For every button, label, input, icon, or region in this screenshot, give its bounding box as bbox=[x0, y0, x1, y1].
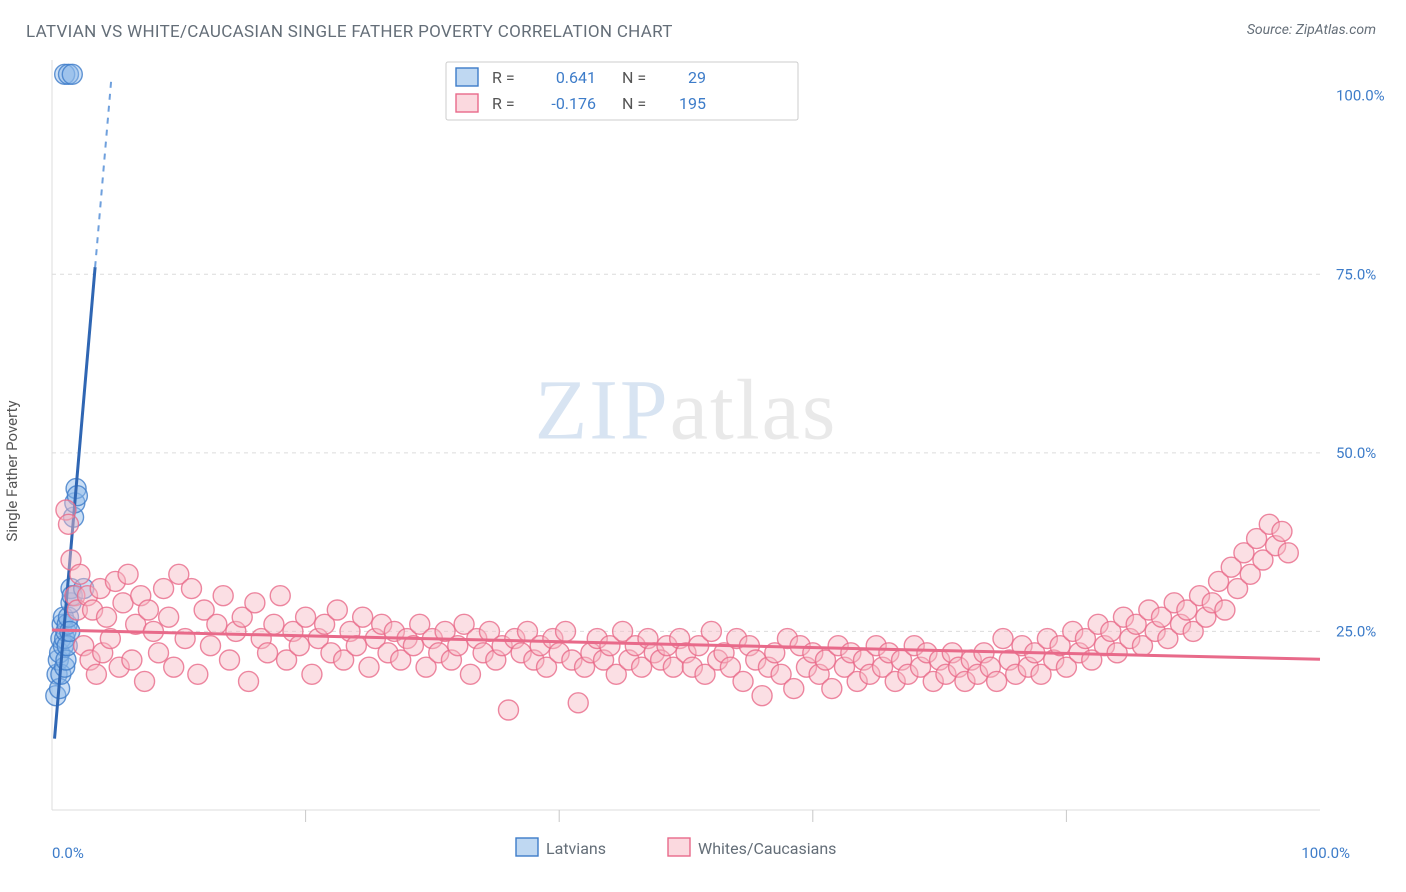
svg-text:195: 195 bbox=[679, 94, 706, 113]
data-point bbox=[97, 607, 117, 627]
svg-text:75.0%: 75.0% bbox=[1336, 265, 1376, 283]
svg-text:100.0%: 100.0% bbox=[1301, 844, 1350, 862]
scatter-chart: 25.0% 50.0% 75.0% 100.0% 0.0% 100.0% ZIPatlas R… bbox=[0, 50, 1406, 892]
data-point bbox=[752, 686, 772, 706]
data-point bbox=[822, 679, 842, 699]
trend-line-dash bbox=[95, 81, 111, 267]
data-point bbox=[359, 657, 379, 677]
data-point bbox=[460, 664, 480, 684]
plot-area: Single Father Poverty 25.0% 50.0% 75.0% 100… bbox=[0, 50, 1406, 892]
data-point bbox=[164, 657, 184, 677]
data-point bbox=[122, 650, 142, 670]
data-point bbox=[987, 671, 1007, 691]
data-point bbox=[1278, 543, 1298, 563]
data-point bbox=[353, 607, 373, 627]
data-point bbox=[498, 700, 518, 720]
data-point bbox=[213, 586, 233, 606]
svg-text:0.0%: 0.0% bbox=[52, 844, 84, 862]
data-point bbox=[154, 579, 174, 599]
legend-swatch bbox=[456, 68, 478, 86]
header-row: LATVIAN VS WHITE/CAUCASIAN SINGLE FATHER… bbox=[0, 0, 1406, 42]
data-point bbox=[1272, 521, 1292, 541]
data-point bbox=[1215, 600, 1235, 620]
data-point bbox=[62, 64, 82, 84]
data-point bbox=[138, 600, 158, 620]
data-point bbox=[159, 607, 179, 627]
chart-title: LATVIAN VS WHITE/CAUCASIAN SINGLE FATHER… bbox=[26, 22, 673, 42]
data-point bbox=[733, 671, 753, 691]
data-point bbox=[86, 664, 106, 684]
data-point bbox=[258, 643, 278, 663]
svg-text:100.0%: 100.0% bbox=[1336, 87, 1385, 105]
svg-text:N =: N = bbox=[622, 68, 646, 87]
data-point bbox=[302, 664, 322, 684]
svg-text:R =: R = bbox=[492, 68, 515, 87]
data-point bbox=[181, 579, 201, 599]
svg-text:ZIPatlas: ZIPatlas bbox=[535, 362, 838, 458]
svg-text:R =: R = bbox=[492, 94, 515, 113]
svg-text:25.0%: 25.0% bbox=[1336, 622, 1376, 640]
data-point bbox=[113, 593, 133, 613]
data-point bbox=[245, 593, 265, 613]
svg-text:-0.176: -0.176 bbox=[551, 94, 596, 113]
data-point bbox=[296, 607, 316, 627]
legend-swatch bbox=[516, 838, 538, 856]
data-point bbox=[270, 586, 290, 606]
data-point bbox=[701, 621, 721, 641]
data-point bbox=[135, 671, 155, 691]
legend-swatch bbox=[456, 94, 478, 112]
data-point bbox=[327, 600, 347, 620]
data-point bbox=[556, 621, 576, 641]
legend-label: Latvians bbox=[546, 839, 606, 858]
data-point bbox=[207, 614, 227, 634]
data-point bbox=[201, 636, 221, 656]
data-point bbox=[118, 564, 138, 584]
data-point bbox=[264, 614, 284, 634]
data-point bbox=[70, 564, 90, 584]
data-point bbox=[239, 671, 259, 691]
svg-text:50.0%: 50.0% bbox=[1336, 444, 1376, 462]
y-axis-label: Single Father Poverty bbox=[3, 400, 21, 541]
legend-swatch bbox=[668, 838, 690, 856]
legend-label: Whites/Caucasians bbox=[698, 839, 836, 858]
data-point bbox=[188, 664, 208, 684]
chart-container: LATVIAN VS WHITE/CAUCASIAN SINGLE FATHER… bbox=[0, 0, 1406, 892]
svg-text:N =: N = bbox=[622, 94, 646, 113]
data-point bbox=[993, 629, 1013, 649]
source-label: Source: ZipAtlas.com bbox=[1247, 22, 1376, 38]
data-point bbox=[220, 650, 240, 670]
data-point bbox=[149, 643, 169, 663]
data-point bbox=[346, 636, 366, 656]
svg-text:29: 29 bbox=[688, 68, 706, 87]
data-point bbox=[289, 636, 309, 656]
data-point bbox=[784, 679, 804, 699]
svg-text:0.641: 0.641 bbox=[556, 68, 596, 87]
data-point bbox=[568, 693, 588, 713]
data-point bbox=[58, 514, 78, 534]
